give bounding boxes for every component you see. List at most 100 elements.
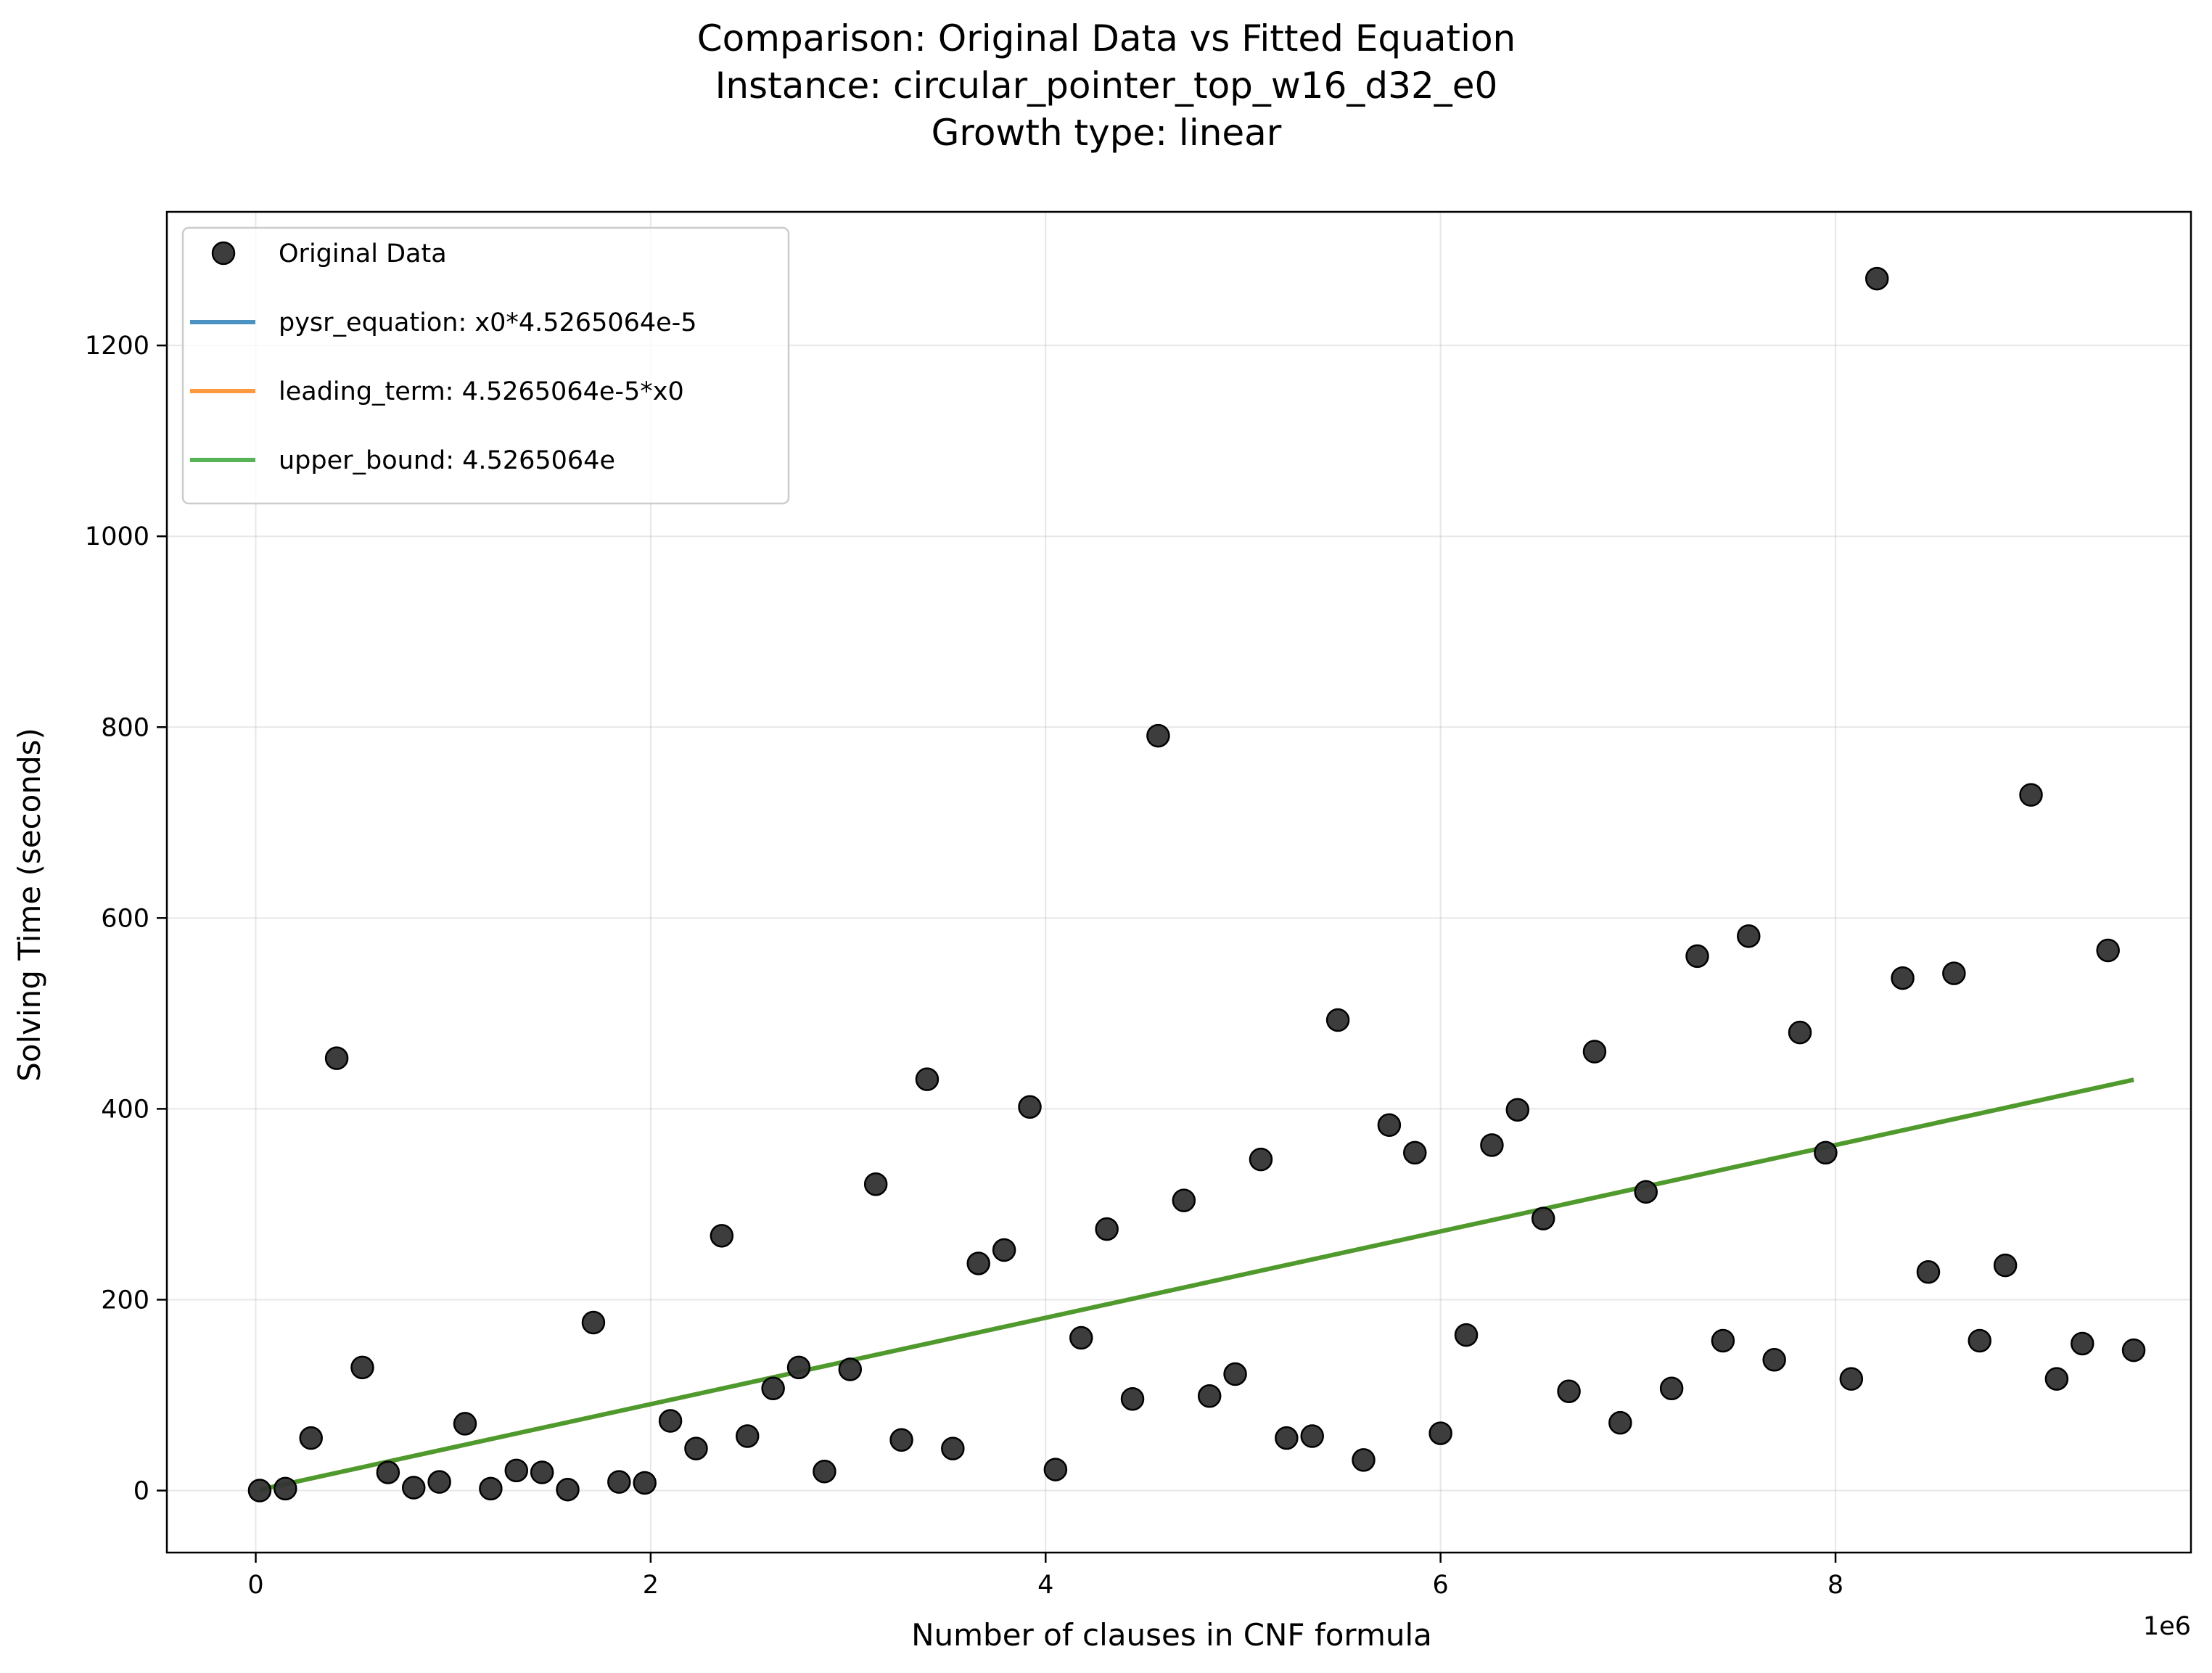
data-point	[1942, 961, 1966, 985]
data-point	[2044, 1367, 2069, 1391]
data-point	[710, 1224, 734, 1248]
x-tick-label: 8	[1827, 1571, 1843, 1600]
legend-label: upper_bound: 4.5265064e	[279, 446, 615, 475]
data-point	[2121, 1338, 2146, 1362]
data-point	[530, 1460, 554, 1484]
data-point	[1480, 1133, 1504, 1157]
data-point	[1300, 1424, 1324, 1448]
x-tick-label: 2	[643, 1571, 659, 1600]
data-point	[889, 1428, 913, 1452]
data-point	[1839, 1367, 1864, 1391]
data-point	[915, 1067, 940, 1091]
data-point	[1762, 1348, 1786, 1372]
data-point	[1403, 1140, 1427, 1165]
data-point	[247, 1479, 272, 1503]
data-point	[607, 1470, 631, 1494]
data-point	[1223, 1362, 1247, 1386]
data-point	[479, 1476, 503, 1501]
data-point	[1685, 944, 1709, 969]
x-tick-label: 0	[247, 1571, 263, 1600]
legend: Original Data pysr_equation: x0*4.5265064…	[181, 226, 790, 505]
plot-frame	[165, 210, 2192, 1554]
data-point	[838, 1357, 863, 1381]
data-point	[633, 1471, 657, 1495]
data-point	[1557, 1379, 1581, 1403]
data-point	[1249, 1147, 1273, 1172]
legend-label: leading_term: 4.5265064e-5*x0	[279, 377, 684, 406]
data-point	[1352, 1448, 1376, 1472]
data-point	[1325, 1008, 1350, 1032]
y-tick-label: 1200	[85, 332, 149, 361]
data-point	[1146, 723, 1170, 748]
data-point	[1891, 966, 1915, 990]
grid	[167, 212, 2191, 1553]
data-point	[813, 1459, 836, 1484]
y-axis-label: Solving Time (seconds)	[12, 728, 47, 1082]
data-point	[786, 1355, 811, 1380]
axis-ticks: 0 2 4 6 8 0 200 400 600 800 1000 1200	[85, 332, 1843, 1600]
data-point	[401, 1476, 426, 1500]
data-point	[1916, 1260, 1941, 1284]
y-tick-label: 0	[133, 1477, 149, 1506]
data-point	[324, 1046, 349, 1070]
data-point	[1968, 1328, 1992, 1353]
data-point	[1608, 1410, 1632, 1435]
data-point	[736, 1424, 760, 1448]
legend-box	[181, 226, 790, 505]
data-point	[504, 1458, 529, 1483]
data-point	[581, 1310, 606, 1335]
data-point	[1043, 1458, 1068, 1481]
y-tick-label: 1000	[85, 522, 149, 551]
data-point	[1737, 924, 1761, 948]
data-point	[863, 1172, 888, 1196]
legend-label: pysr_equation: x0*4.5265064e-5	[279, 308, 697, 337]
data-point	[1993, 1253, 2018, 1278]
data-point	[1659, 1376, 1684, 1401]
y-tick-label: 600	[101, 904, 149, 933]
plot-data	[247, 266, 2146, 1503]
data-point	[1197, 1384, 1222, 1408]
data-point	[992, 1238, 1016, 1262]
y-tick-label: 200	[101, 1286, 149, 1315]
legend-marker	[211, 241, 236, 266]
x-axis-label: Number of clauses in CNF formula	[911, 1617, 1432, 1653]
y-tick-label: 800	[101, 713, 149, 742]
chart-title: Comparison: Original Data vs Fitted Equa…	[697, 17, 1516, 154]
data-point	[1454, 1323, 1479, 1347]
data-point	[1275, 1426, 1299, 1450]
data-point	[1634, 1180, 1658, 1204]
data-point	[1172, 1188, 1196, 1212]
data-point	[1377, 1113, 1402, 1137]
data-point	[1095, 1217, 1119, 1241]
data-point	[376, 1460, 400, 1484]
legend-label: Original Data	[279, 239, 447, 268]
data-point	[350, 1355, 374, 1380]
chart-title-line-3: Growth type: linear	[932, 112, 1282, 154]
x-tick-label: 4	[1037, 1571, 1053, 1600]
data-point	[684, 1436, 708, 1460]
data-point	[1711, 1328, 1735, 1353]
data-point	[1814, 1140, 1838, 1165]
data-point	[2071, 1331, 2094, 1356]
data-point	[1582, 1040, 1607, 1064]
data-point	[1069, 1325, 1093, 1350]
data-point	[1788, 1020, 1812, 1045]
data-point	[761, 1376, 785, 1401]
y-tick-label: 400	[101, 1095, 149, 1124]
data-point	[1531, 1207, 1555, 1230]
data-point	[1864, 266, 1889, 291]
data-point	[453, 1412, 477, 1436]
data-point	[556, 1477, 580, 1502]
data-point	[299, 1426, 323, 1450]
data-point	[1505, 1098, 1530, 1122]
data-point	[2096, 938, 2120, 963]
chart-title-line-1: Comparison: Original Data vs Fitted Equa…	[697, 17, 1516, 59]
data-point	[1120, 1386, 1145, 1411]
data-point	[941, 1436, 965, 1460]
data-point	[1018, 1095, 1042, 1119]
data-point	[427, 1470, 451, 1494]
x-tick-label: 6	[1433, 1571, 1449, 1600]
data-point	[2019, 783, 2043, 807]
data-point	[274, 1476, 297, 1501]
